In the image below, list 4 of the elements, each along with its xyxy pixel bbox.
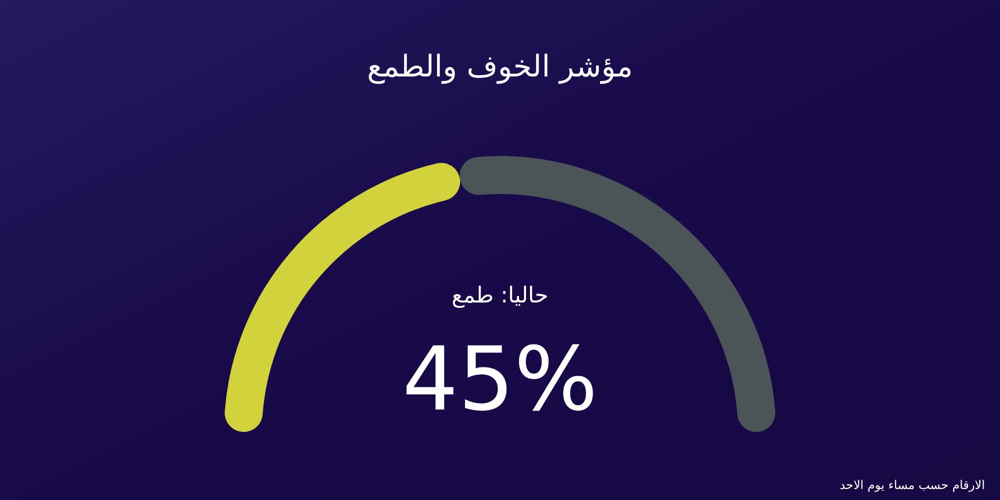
text: حاليا: طمع	[452, 284, 548, 308]
data-label: 45%	[402, 328, 598, 430]
chart-title: مؤشر الخوف والطمع	[367, 50, 633, 84]
text: الارقام حسب مساء يوم الاحد	[840, 478, 985, 492]
